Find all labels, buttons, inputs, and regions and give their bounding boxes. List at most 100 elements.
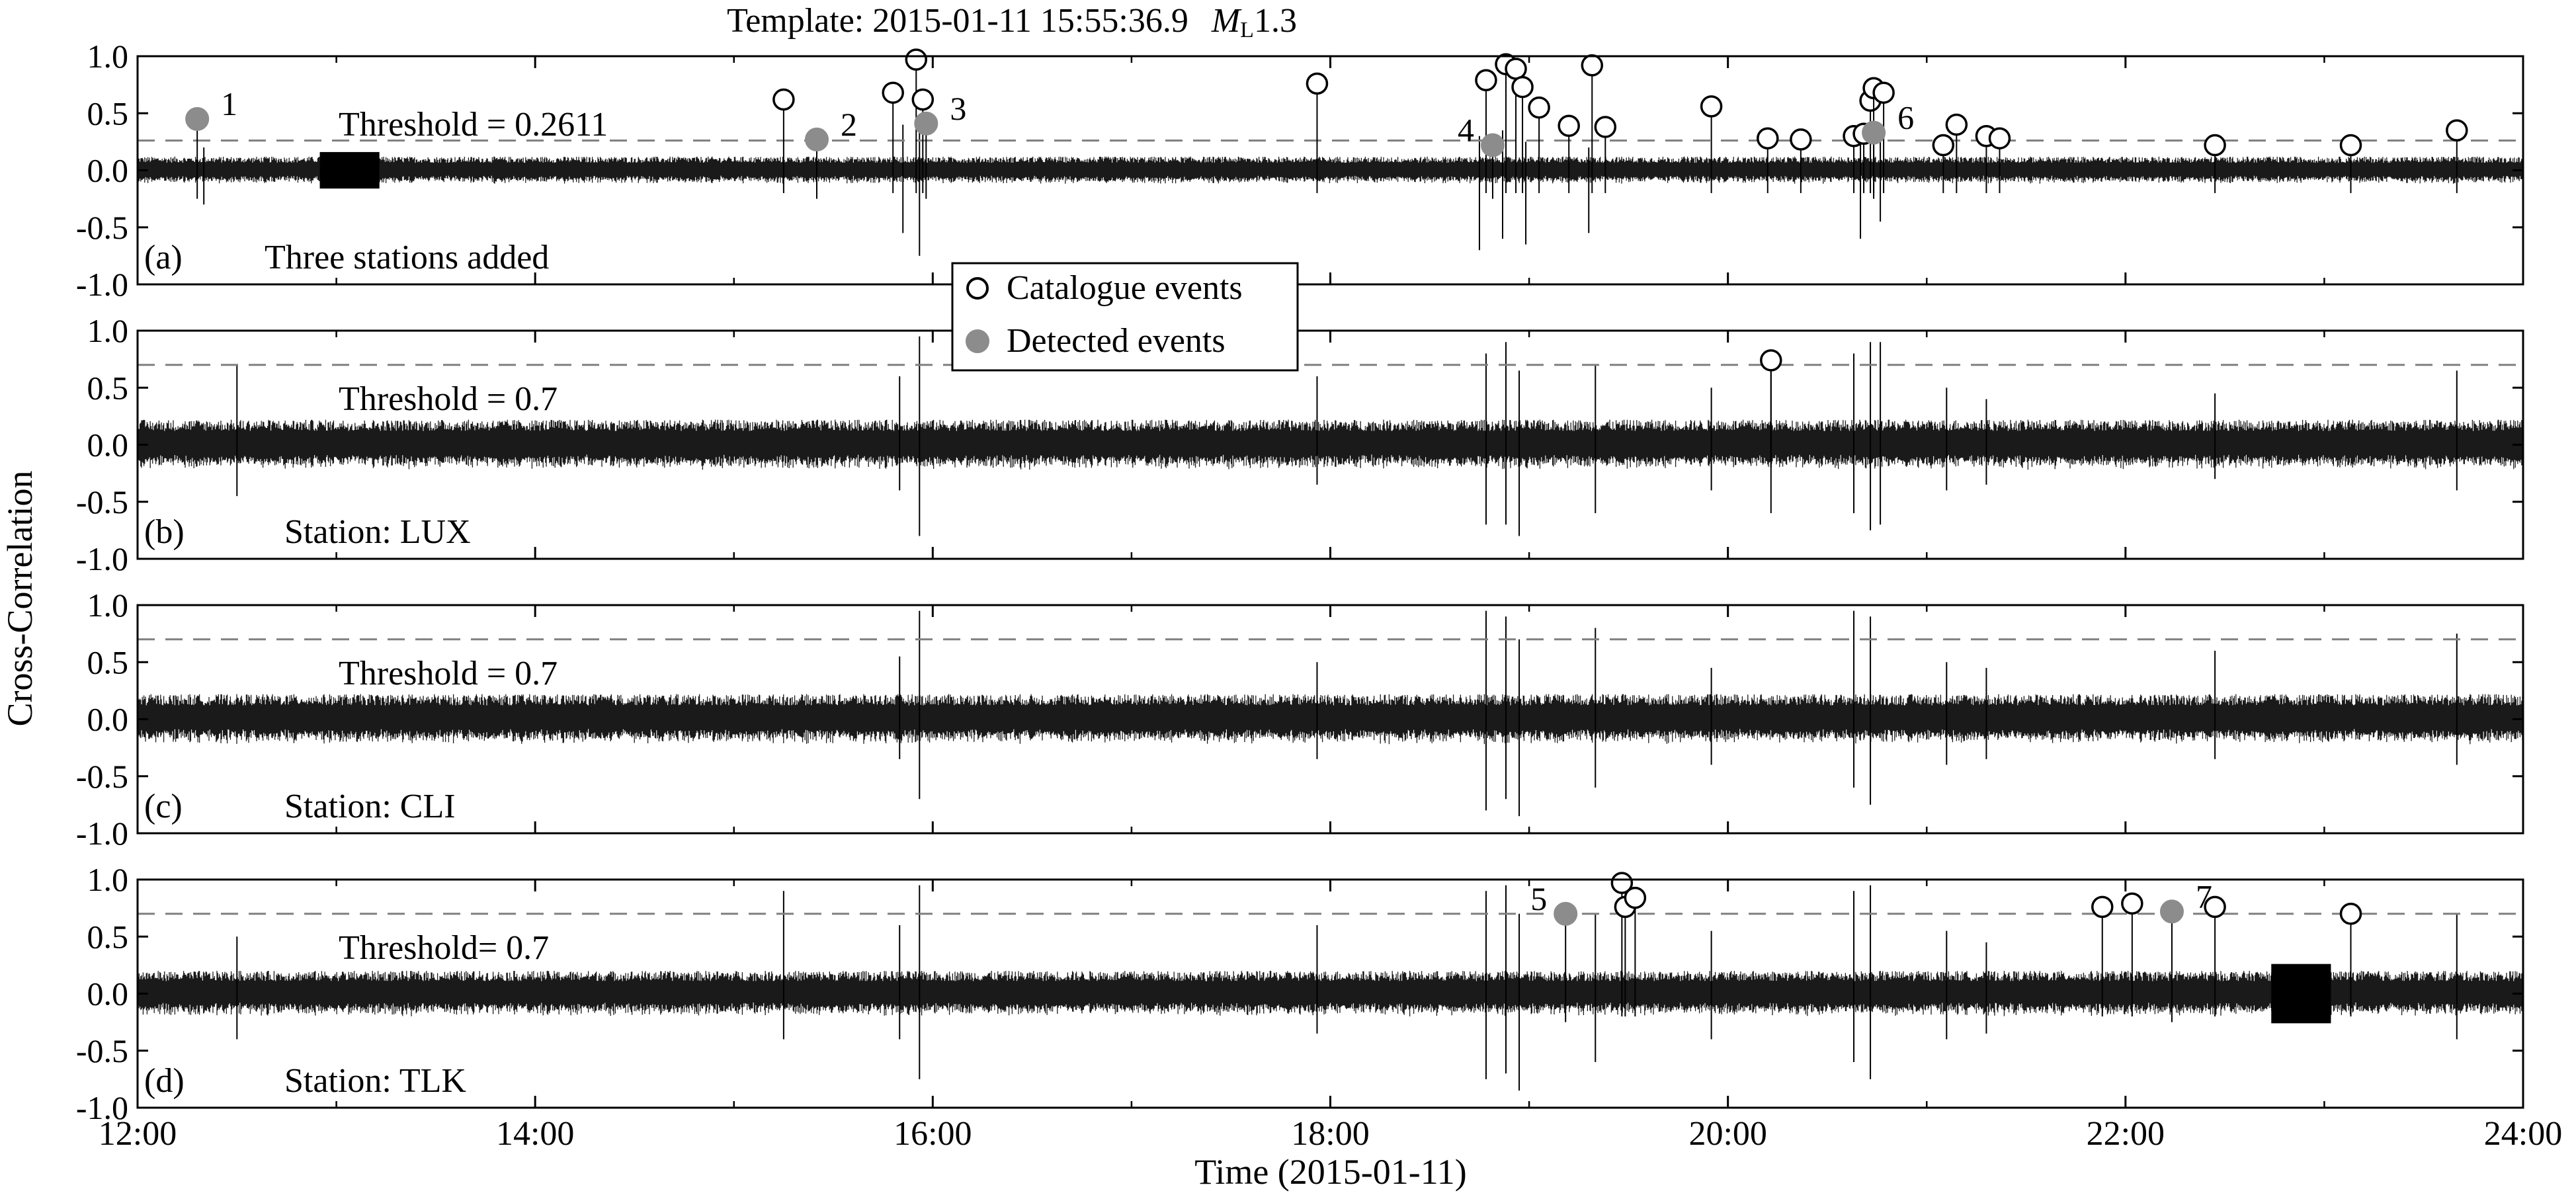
catalogue-event-marker <box>882 81 904 104</box>
detected-event-marker <box>1480 133 1505 157</box>
y-tick-label: 1.0 <box>87 861 129 898</box>
catalogue-event-marker <box>1610 872 1634 894</box>
detected-event-label: 4 <box>1458 112 1474 149</box>
x-tick-label: 16:00 <box>893 1115 972 1153</box>
panel-label: Station: LUX <box>284 513 471 551</box>
y-tick-label: 0.0 <box>87 427 129 464</box>
x-tick-label: 22:00 <box>2087 1115 2165 1153</box>
catalogue-event-marker <box>1505 58 1527 80</box>
y-tick-label: 0.0 <box>87 975 129 1012</box>
y-tick-label: 0.5 <box>87 95 129 132</box>
detected-event-marker <box>914 111 938 136</box>
catalogue-event-marker <box>1872 81 1895 104</box>
noise-band <box>138 156 2523 184</box>
legend-box <box>951 262 1299 372</box>
y-tick-label: -0.5 <box>76 758 128 795</box>
catalogue-event-marker <box>2446 119 2468 142</box>
detected-event-marker <box>804 127 829 151</box>
catalogue-event-marker <box>1306 72 1329 95</box>
y-tick-label: 0.5 <box>87 643 129 680</box>
cc-trace <box>138 885 2523 1091</box>
dense-block <box>2271 964 2331 1024</box>
detected-event-marker <box>1862 120 1886 145</box>
panel-2: 1.0 0.5 0.0 -0.5 -1.0 Threshold = 0.7 (b) Stati… <box>76 312 2524 577</box>
detected-legend-marker <box>966 329 989 353</box>
y-tick-label: -1.0 <box>76 815 128 852</box>
catalogue-event-marker <box>1581 54 1604 77</box>
panel-letter: (c) <box>144 788 183 825</box>
figure-title: Template: 2015-01-11 15:55:36.9 ML1.3 <box>727 2 1297 42</box>
panel-label: Station: CLI <box>284 788 456 825</box>
panel-letter: (a) <box>144 239 183 276</box>
catalogue-event-marker <box>1757 127 1779 149</box>
detected-event-marker <box>1554 901 1578 926</box>
y-axis-label: Cross-Correlation <box>0 471 40 727</box>
noise-band <box>138 419 2523 470</box>
catalogue-legend-marker <box>966 277 989 300</box>
catalogue-legend-label: Catalogue events <box>1007 269 1243 307</box>
threshold-label: Threshold = 0.7 <box>339 655 558 692</box>
y-tick-label: -0.5 <box>76 209 128 246</box>
y-tick-label: 0.5 <box>87 369 129 406</box>
panel-label: Station: TLK <box>284 1062 466 1100</box>
x-tick-label: 20:00 <box>1688 1115 1766 1153</box>
detected-event-label: 1 <box>221 85 237 122</box>
detected-legend-label: Detected events <box>1007 322 1226 360</box>
x-tick-label: 18:00 <box>1291 1115 1369 1153</box>
magnitude-value: 1.3 <box>1254 2 1297 40</box>
catalogue-event-marker <box>1558 114 1580 137</box>
y-tick-label: -0.5 <box>76 483 128 520</box>
x-tick-label: 14:00 <box>496 1115 574 1153</box>
catalogue-event-marker <box>1594 116 1617 138</box>
catalogue-event-marker <box>2204 134 2226 157</box>
dense-block <box>319 151 380 189</box>
x-tick-label: 24:00 <box>2484 1115 2562 1153</box>
catalogue-event-marker <box>772 88 795 111</box>
panel-label: Three stations added <box>265 239 549 276</box>
catalogue-event-marker <box>1945 113 1968 136</box>
catalogue-event-marker <box>1932 134 1955 157</box>
panel-3: 1.0 0.5 0.0 -0.5 -1.0 Threshold = 0.7 (c) Stati… <box>76 587 2524 852</box>
catalogue-event-marker <box>2091 895 2114 919</box>
catalogue-event-marker <box>2339 903 2362 925</box>
magnitude-subscript: L <box>1240 18 1254 42</box>
catalogue-event-marker <box>1624 886 1647 909</box>
legend: Catalogue events Detected events <box>951 262 1299 372</box>
catalogue-event-marker <box>1988 127 2011 149</box>
x-axis-label: Time (2015-01-11) <box>1194 1152 1467 1192</box>
panel-1: 1 2 3 4 6 1.0 0.5 0.0 -0.5 -1.0 Threshold = 0.2611… <box>76 38 2524 303</box>
catalogue-event-marker <box>1790 128 1812 151</box>
catalogue-event-marker <box>905 48 928 71</box>
y-tick-label: 1.0 <box>87 38 129 75</box>
threshold-label: Threshold = 0.2611 <box>339 106 608 144</box>
y-tick-label: 0.5 <box>87 918 129 955</box>
y-tick-label: -1.0 <box>76 540 128 577</box>
catalogue-event-marker <box>2204 895 2226 919</box>
y-tick-label: 1.0 <box>87 587 129 624</box>
detected-event-label: 7 <box>2196 878 2212 915</box>
noise-band <box>138 971 2523 1016</box>
catalogue-event-marker <box>1475 69 1497 91</box>
catalogue-event-marker <box>2339 134 2362 157</box>
catalogue-event-marker <box>1528 96 1550 119</box>
detected-event-label: 6 <box>1897 99 1914 136</box>
catalogue-event-marker <box>911 88 935 111</box>
catalogue-event-marker <box>1760 349 1782 372</box>
detected-event-marker <box>185 106 210 131</box>
detected-event-marker <box>2159 899 2184 924</box>
noise-band <box>138 694 2523 745</box>
panel-letter: (b) <box>144 513 185 551</box>
detected-event-label: 2 <box>841 106 857 143</box>
y-tick-label: 0.0 <box>87 701 129 738</box>
threshold-label: Threshold = 0.7 <box>339 380 558 418</box>
title-prefix: Template: 2015-01-11 15:55:36.9 <box>727 2 1188 40</box>
panels-group: 1 2 3 4 6 1.0 0.5 0.0 -0.5 -1.0 Threshold = 0.2611… <box>76 38 2562 1153</box>
y-tick-label: -0.5 <box>76 1032 128 1069</box>
y-tick-label: 1.0 <box>87 312 129 349</box>
x-tick-label: 12:00 <box>99 1115 177 1153</box>
panel-4: 5 7 1.0 0.5 0.0 -0.5 -1.012:00 14:00 16:00 18:00 2… <box>76 861 2562 1153</box>
catalogue-event-marker <box>1511 75 1534 99</box>
y-tick-label: -1.0 <box>76 266 128 303</box>
cc-trace <box>138 610 2523 817</box>
